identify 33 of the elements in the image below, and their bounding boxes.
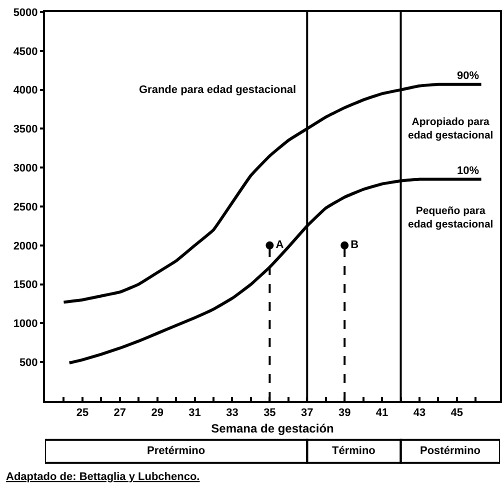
text: Término <box>332 445 376 457</box>
x-tick-label: 31 <box>188 407 201 420</box>
x-tick-label: 25 <box>76 407 89 420</box>
y-tick-label: 4000 <box>13 84 38 97</box>
y-tick-label: 2500 <box>13 201 38 214</box>
annotation: Pequeño para edad gestacional <box>408 205 494 231</box>
y-tick-label: 1500 <box>13 279 38 292</box>
x-tick-label: 29 <box>151 407 164 420</box>
y-tick-label: 5000 <box>13 6 38 19</box>
y-tick-label: 2000 <box>13 240 38 252</box>
x-tick-label: 33 <box>226 407 238 420</box>
text: Pretérmino <box>147 445 206 457</box>
x-tick-label: 41 <box>376 407 388 420</box>
x-tick-label: 39 <box>338 407 351 420</box>
y-tick-label: 3000 <box>13 162 38 174</box>
data-label: A <box>276 239 284 252</box>
annotation: Grande para edad gestacional <box>139 84 296 96</box>
annotation: Apropiado para edad gestacional <box>408 116 494 142</box>
data-label: B <box>350 239 359 252</box>
y-tick-label: 500 <box>19 356 38 369</box>
series-label: 90% <box>457 70 480 82</box>
series-label: 10% <box>457 165 480 177</box>
x-tick-label: 27 <box>114 407 126 420</box>
x-tick-label: 35 <box>264 407 276 420</box>
y-tick-label: 3500 <box>13 124 38 136</box>
text: Postérmino <box>420 445 481 457</box>
x-tick-label: 43 <box>413 407 426 420</box>
x-tick-label: 45 <box>450 407 464 420</box>
text: Adaptado de: Bettaglia y Lubchenco. <box>6 471 200 483</box>
y-tick-label: 4500 <box>13 46 38 58</box>
x-tick-label: 37 <box>301 407 314 420</box>
x-axis-title: Semana de gestación <box>211 422 334 436</box>
y-tick-label: 1000 <box>13 318 38 330</box>
